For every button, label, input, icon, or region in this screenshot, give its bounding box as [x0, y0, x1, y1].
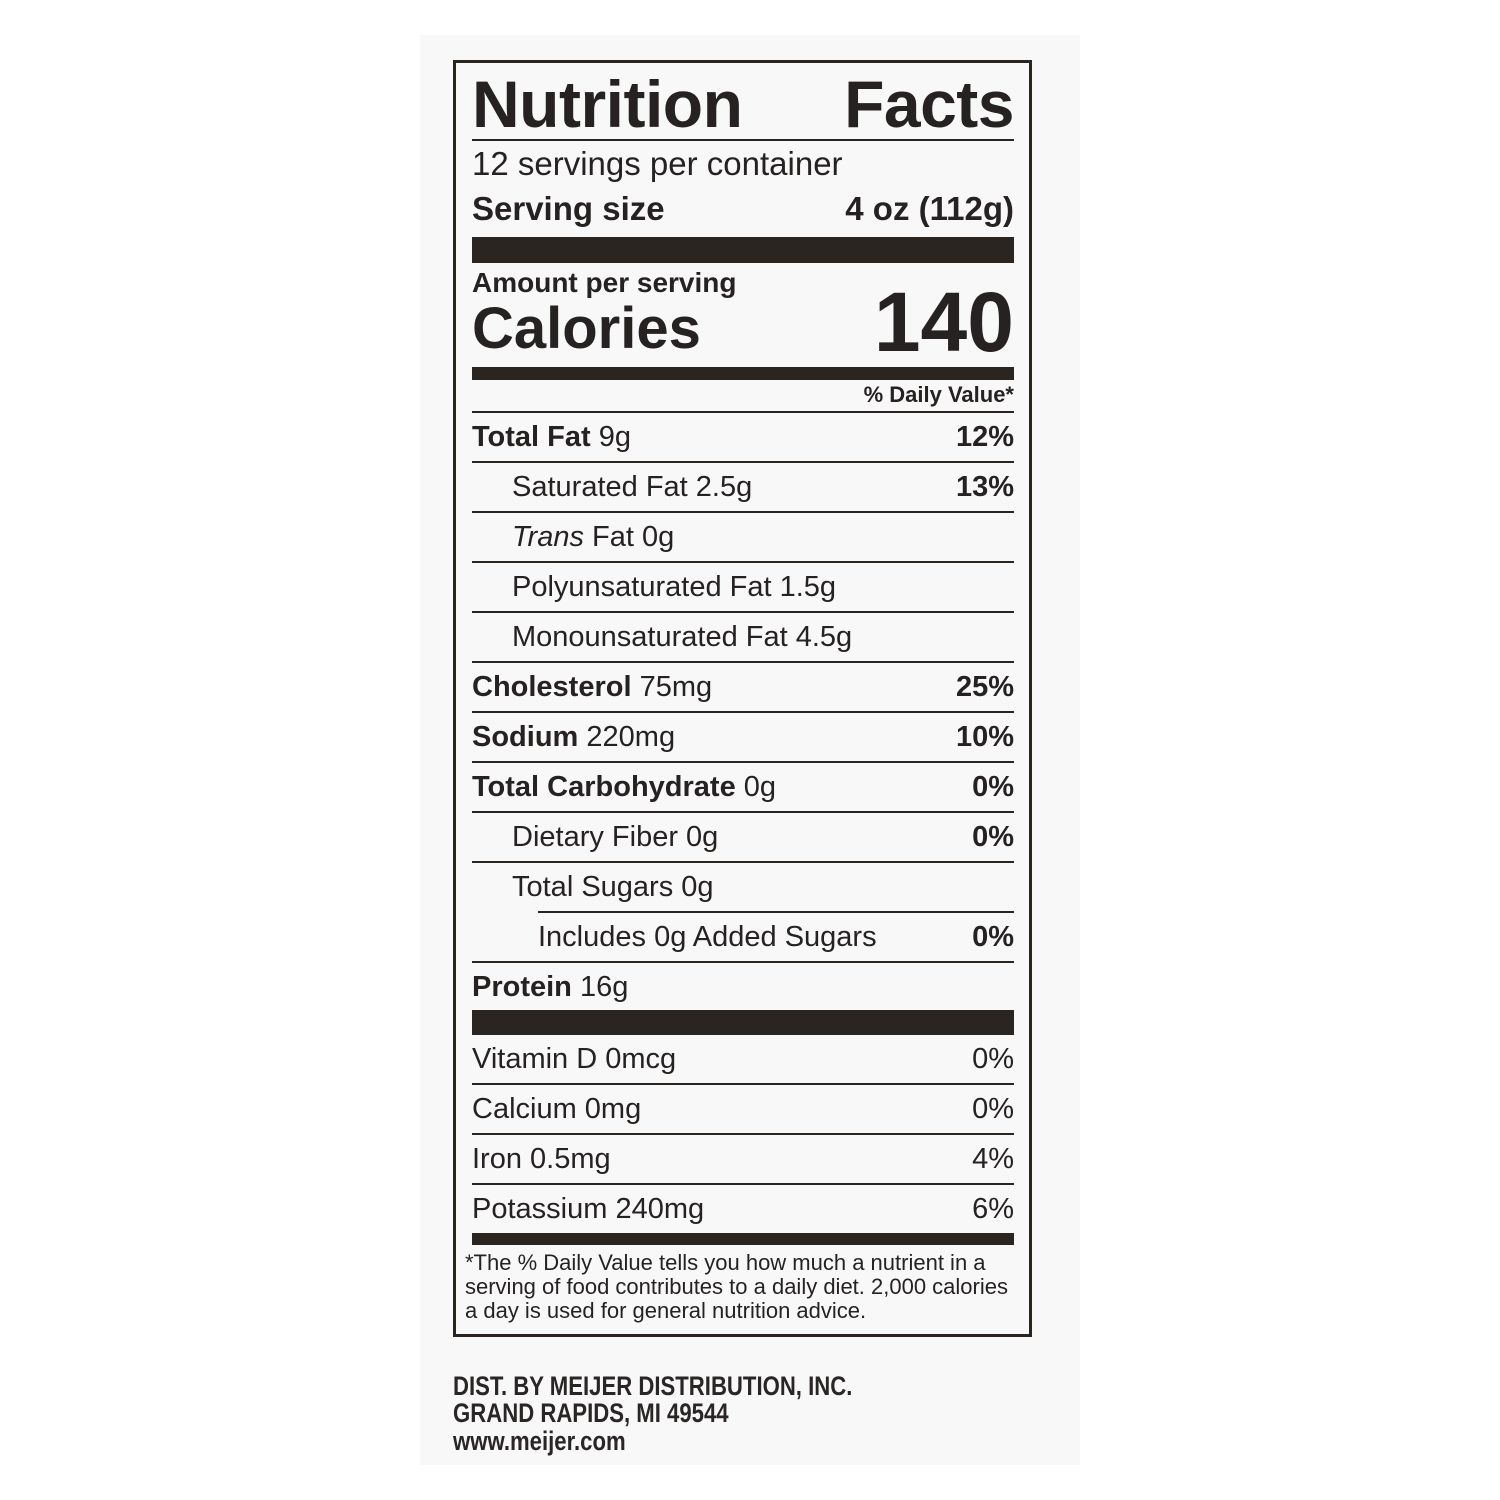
daily-value: 12% — [955, 421, 1014, 453]
daily-value: 0% — [972, 1043, 1014, 1075]
nutrient-label: Sodium — [472, 721, 579, 753]
daily-value: 10% — [955, 721, 1014, 753]
daily-value: 0% — [972, 821, 1014, 853]
nutrient-text: Saturated Fat 2.5g — [512, 470, 752, 504]
serving-size-label: Serving size — [472, 190, 665, 227]
nutrient-row: Total Fat 9g 12% — [472, 411, 1014, 461]
nutrient-amount: Monounsaturated Fat 4.5g — [512, 621, 853, 653]
row-divider — [472, 661, 1014, 663]
row-divider — [472, 511, 1014, 513]
nutrient-text: Total Fat 9g — [472, 420, 631, 454]
vitamin-amount: Calcium 0mg — [472, 1093, 642, 1125]
nutrient-row: Monounsaturated Fat 4.5g — [472, 611, 1014, 661]
nutrient-text: Total Carbohydrate 0g — [472, 770, 776, 804]
vitamin-amount: Potassium 240mg — [472, 1193, 705, 1225]
nutrient-label: Total Fat — [472, 421, 591, 453]
distributor-line: DIST. BY MEIJER DISTRIBUTION, INC. — [453, 1371, 853, 1401]
nutrient-row: Cholesterol 75mg 25% — [472, 661, 1014, 711]
medium-divider — [472, 367, 1014, 380]
nutrient-row: Total Carbohydrate 0g 0% — [472, 761, 1014, 811]
nutrient-amount: Total Sugars 0g — [512, 871, 714, 903]
daily-value: 6% — [972, 1193, 1014, 1225]
servings-per-container: 12 servings per container — [472, 145, 843, 182]
row-divider — [472, 411, 1014, 413]
row-divider — [472, 561, 1014, 563]
nutrient-amount: Polyunsaturated Fat 1.5g — [512, 571, 837, 603]
vitamin-row: Potassium 240mg 6% — [472, 1183, 1014, 1233]
row-divider — [472, 1083, 1014, 1085]
nutrient-row: Polyunsaturated Fat 1.5g — [472, 561, 1014, 611]
nutrient-text: Includes 0g Added Sugars — [538, 920, 877, 954]
vitamin-amount: Iron 0.5mg — [472, 1143, 611, 1175]
title-word-nutrition: Nutrition — [472, 67, 743, 141]
vitamin-amount: Vitamin D 0mcg — [472, 1043, 677, 1075]
nutrient-amount: 9g — [598, 421, 632, 453]
divider — [472, 139, 1014, 141]
nutrient-label: Cholesterol — [472, 671, 632, 703]
nutrient-text: Dietary Fiber 0g — [512, 820, 718, 854]
row-divider — [472, 711, 1014, 713]
row-divider — [472, 761, 1014, 763]
nutrient-text: Polyunsaturated Fat 1.5g — [512, 570, 836, 604]
label-title: Nutrition Facts — [472, 66, 1014, 142]
daily-value: 13% — [955, 471, 1014, 503]
vitamin-row: Iron 0.5mg 4% — [472, 1133, 1014, 1183]
nutrient-amount: 0g — [743, 771, 777, 803]
nutrient-row: Protein 16g — [472, 961, 1014, 1011]
daily-value: 0% — [972, 921, 1014, 953]
nutrient-amount: Saturated Fat 2.5g — [512, 471, 753, 503]
amount-per-serving: Amount per serving — [472, 267, 737, 298]
distributor-address: GRAND RAPIDS, MI 49544 — [453, 1398, 729, 1428]
row-divider — [472, 1133, 1014, 1135]
calories-label: Calories — [472, 296, 701, 361]
nutrient-amount: Includes 0g Added Sugars — [538, 921, 877, 953]
thick-divider — [472, 237, 1014, 263]
row-divider — [472, 1183, 1014, 1185]
serving-size-value: 4 oz (112g) — [845, 190, 1014, 227]
nutrient-row: Includes 0g Added Sugars 0% — [472, 911, 1014, 961]
row-divider — [472, 461, 1014, 463]
nutrient-amount: Fat 0g — [592, 521, 675, 553]
row-divider — [472, 811, 1014, 813]
row-divider — [472, 961, 1014, 963]
nutrient-text: Cholesterol 75mg — [472, 670, 712, 704]
nutrient-text: Protein 16g — [472, 970, 628, 1004]
nutrient-amount: 75mg — [639, 671, 713, 703]
nutrient-italic: Trans — [512, 521, 584, 553]
nutrient-text: Sodium 220mg — [472, 720, 675, 754]
nutrient-text: Monounsaturated Fat 4.5g — [512, 620, 852, 654]
footnote: *The % Daily Value tells you how much a … — [465, 1250, 1008, 1323]
nutrient-row: Trans Fat 0g — [472, 511, 1014, 561]
nutrient-amount: 220mg — [586, 721, 676, 753]
package-panel — [420, 35, 1080, 1465]
daily-value: 0% — [972, 771, 1014, 803]
daily-value: 0% — [972, 1093, 1014, 1125]
nutrient-amount: 16g — [579, 971, 629, 1003]
nutrient-row: Saturated Fat 2.5g 13% — [472, 461, 1014, 511]
nutrient-label: Total Carbohydrate — [472, 771, 736, 803]
medium-divider — [472, 1233, 1014, 1245]
thick-divider — [472, 1010, 1014, 1035]
daily-value: 25% — [955, 671, 1014, 703]
row-divider — [472, 611, 1014, 613]
nutrient-row: Sodium 220mg 10% — [472, 711, 1014, 761]
nutrition-facts-label — [453, 60, 1032, 1337]
nutrient-text: Trans Fat 0g — [512, 520, 674, 554]
distributor-website: www.meijer.com — [453, 1426, 626, 1456]
nutrient-amount: Dietary Fiber 0g — [512, 821, 719, 853]
daily-value: 4% — [972, 1143, 1014, 1175]
row-divider — [538, 911, 1014, 913]
nutrient-row: Dietary Fiber 0g 0% — [472, 811, 1014, 861]
calories-value: 140 — [873, 275, 1014, 369]
title-word-facts: Facts — [844, 67, 1014, 141]
nutrient-label: Protein — [472, 971, 572, 1003]
vitamin-row: Vitamin D 0mcg 0% — [472, 1033, 1014, 1083]
nutrient-text: Total Sugars 0g — [512, 870, 714, 904]
daily-value-header: % Daily Value* — [863, 382, 1014, 407]
nutrient-row: Total Sugars 0g — [472, 861, 1014, 911]
vitamin-row: Calcium 0mg 0% — [472, 1083, 1014, 1133]
row-divider — [472, 861, 1014, 863]
